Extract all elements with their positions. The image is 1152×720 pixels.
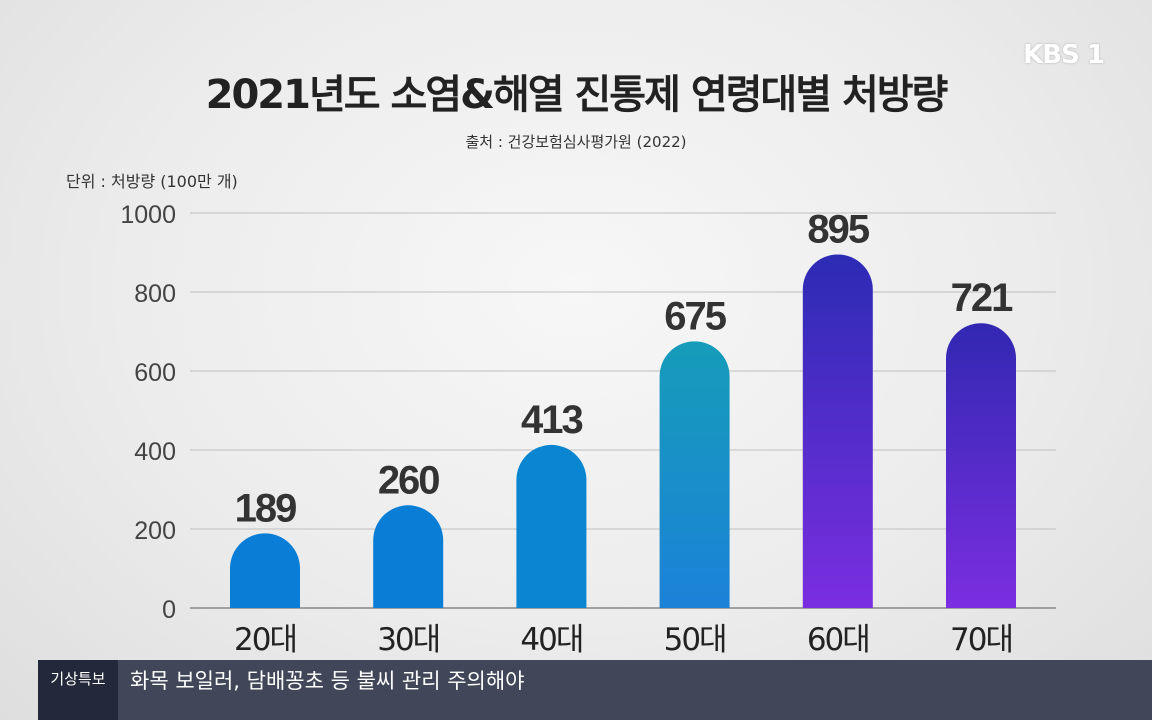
bar-50대 (659, 341, 730, 608)
value-label: 189 (235, 486, 296, 530)
x-tick-label: 40대 (520, 622, 582, 658)
bar-70대 (946, 323, 1016, 608)
value-label: 675 (664, 294, 726, 338)
value-label: 260 (378, 458, 439, 502)
x-tick-label: 60대 (807, 622, 869, 658)
y-tick-label: 600 (134, 359, 176, 387)
y-tick-label: 800 (134, 280, 176, 308)
ticker-tag: 기상특보 (38, 660, 118, 720)
x-tick-label: 20대 (234, 622, 296, 658)
x-tick-label: 70대 (950, 622, 1012, 658)
bar-40대 (516, 444, 587, 608)
ticker-headline: 화목 보일러, 담배꽁초 등 불씨 관리 주의해야 (130, 669, 525, 693)
bar-30대 (373, 505, 444, 608)
x-tick-label: 30대 (377, 622, 439, 658)
chart-source: 출처 : 건강보험심사평가원 (2022) (465, 133, 687, 151)
kbs1-logo: KBS 1 (1023, 40, 1105, 70)
y-tick-label: 1000 (120, 201, 176, 229)
value-label: 413 (521, 398, 582, 442)
y-tick-label: 200 (134, 517, 176, 545)
value-label: 895 (807, 207, 869, 251)
y-tick-label: 0 (162, 596, 176, 624)
bar-chart: 0 200 400 600 800 1000 189 20대 260 30대 413 40대 675 50… (120, 201, 1056, 658)
x-tick-label: 50대 (664, 622, 726, 658)
news-ticker: 기상특보 화목 보일러, 담배꽁초 등 불씨 관리 주의해야 (38, 660, 1152, 720)
bar-20대 (230, 533, 300, 608)
chart-title: 2021년도 소염&해열 진통제 연령대별 처방량 (205, 72, 949, 118)
value-label: 721 (951, 276, 1013, 320)
y-tick-label: 400 (134, 438, 176, 466)
unit-label: 단위 : 처방량 (100만 개) (66, 172, 238, 191)
bar-60대 (802, 254, 873, 608)
